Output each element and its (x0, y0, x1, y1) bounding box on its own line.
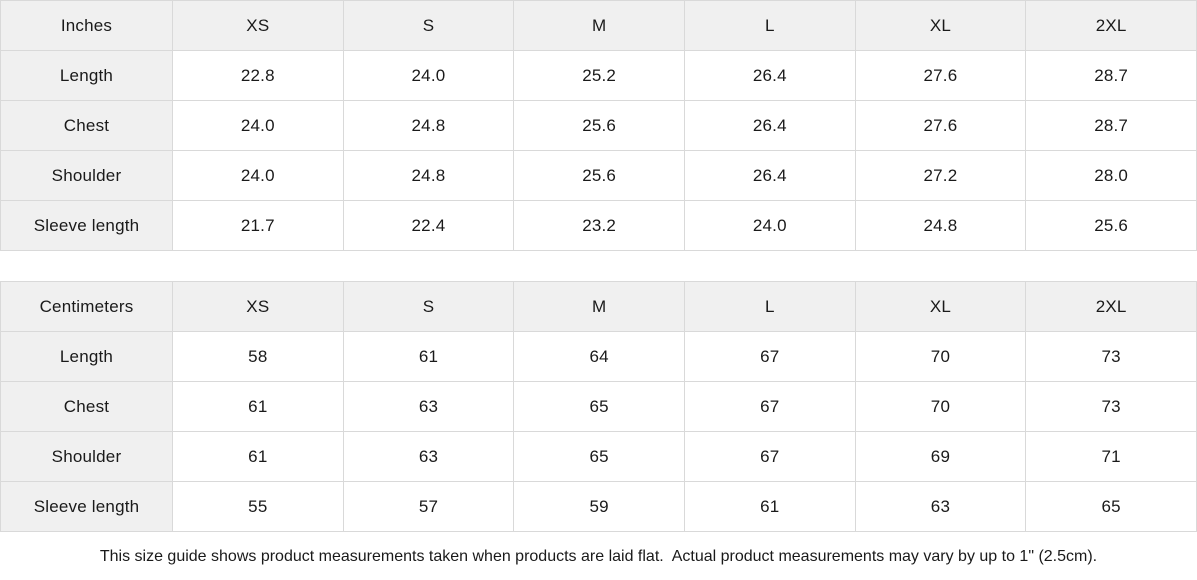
unit-header-cell: Inches (0, 0, 173, 51)
size-value-cell: 28.7 (1025, 50, 1197, 101)
size-value-cell: 69 (854, 431, 1027, 482)
row-label-cell: Chest (0, 381, 173, 432)
size-value-cell: 70 (854, 331, 1027, 382)
table-row: Sleeve length 55 57 59 61 63 65 (0, 481, 1197, 532)
table-row: Chest 24.0 24.8 25.6 26.4 27.6 28.7 (0, 100, 1197, 151)
size-column-header: XS (172, 0, 344, 51)
size-column-header: M (513, 0, 685, 51)
size-value-cell: 26.4 (683, 150, 856, 201)
table-row: Length 22.8 24.0 25.2 26.4 27.6 28.7 (0, 50, 1197, 101)
table-row: Shoulder 24.0 24.8 25.6 26.4 27.2 28.0 (0, 150, 1197, 201)
size-column-header: XL (854, 0, 1027, 51)
size-value-cell: 25.6 (513, 100, 685, 151)
size-value-cell: 65 (513, 381, 685, 432)
size-value-cell: 24.0 (342, 50, 515, 101)
size-value-cell: 21.7 (172, 200, 344, 251)
table-row: Length 58 61 64 67 70 73 (0, 331, 1197, 382)
size-value-cell: 55 (172, 481, 344, 532)
size-value-cell: 73 (1025, 381, 1197, 432)
size-value-cell: 73 (1025, 331, 1197, 382)
size-value-cell: 28.0 (1025, 150, 1197, 201)
size-value-cell: 64 (513, 331, 685, 382)
size-table-inches-container: Inches XS S M L XL 2XL Length 22.8 24.0 25.2 26.4 27… (0, 0, 1197, 251)
size-value-cell: 28.7 (1025, 100, 1197, 151)
size-value-cell: 25.6 (513, 150, 685, 201)
size-value-cell: 24.0 (683, 200, 856, 251)
row-label-cell: Length (0, 331, 173, 382)
header-row: Inches XS S M L XL 2XL (0, 0, 1197, 51)
size-value-cell: 27.6 (854, 50, 1027, 101)
size-value-cell: 63 (342, 431, 515, 482)
table-row: Shoulder 61 63 65 67 69 71 (0, 431, 1197, 482)
size-value-cell: 25.2 (513, 50, 685, 101)
size-value-cell: 24.8 (342, 100, 515, 151)
size-value-cell: 27.6 (854, 100, 1027, 151)
size-value-cell: 23.2 (513, 200, 685, 251)
size-value-cell: 63 (342, 381, 515, 432)
size-guide-note: This size guide shows product measuremen… (0, 532, 1197, 580)
size-value-cell: 70 (854, 381, 1027, 432)
size-value-cell: 24.0 (172, 100, 344, 151)
size-value-cell: 57 (342, 481, 515, 532)
size-column-header: 2XL (1025, 0, 1197, 51)
size-value-cell: 61 (342, 331, 515, 382)
size-value-cell: 63 (854, 481, 1027, 532)
size-value-cell: 61 (172, 431, 344, 482)
size-value-cell: 24.8 (854, 200, 1027, 251)
size-column-header: XS (172, 281, 344, 332)
size-value-cell: 24.0 (172, 150, 344, 201)
size-value-cell: 25.6 (1025, 200, 1197, 251)
size-value-cell: 67 (683, 381, 856, 432)
size-value-cell: 61 (172, 381, 344, 432)
size-value-cell: 22.8 (172, 50, 344, 101)
size-value-cell: 26.4 (683, 100, 856, 151)
size-value-cell: 71 (1025, 431, 1197, 482)
size-value-cell: 67 (683, 431, 856, 482)
row-label-cell: Sleeve length (0, 200, 173, 251)
table-gap (0, 251, 1197, 281)
size-column-header: 2XL (1025, 281, 1197, 332)
size-column-header: M (513, 281, 685, 332)
size-value-cell: 67 (683, 331, 856, 382)
size-value-cell: 27.2 (854, 150, 1027, 201)
row-label-cell: Shoulder (0, 150, 173, 201)
size-table-inches: Inches XS S M L XL 2XL Length 22.8 24.0 25.2 26.4 27… (0, 0, 1197, 251)
size-column-header: XL (854, 281, 1027, 332)
row-label-cell: Sleeve length (0, 481, 173, 532)
size-value-cell: 22.4 (342, 200, 515, 251)
size-value-cell: 65 (513, 431, 685, 482)
size-value-cell: 26.4 (683, 50, 856, 101)
size-value-cell: 61 (683, 481, 856, 532)
row-label-cell: Chest (0, 100, 173, 151)
size-column-header: S (342, 0, 515, 51)
size-value-cell: 59 (513, 481, 685, 532)
size-value-cell: 58 (172, 331, 344, 382)
header-row: Centimeters XS S M L XL 2XL (0, 281, 1197, 332)
size-table-centimeters-container: Centimeters XS S M L XL 2XL Length 58 61 64 67 70 73 C… (0, 281, 1197, 532)
row-label-cell: Length (0, 50, 173, 101)
size-value-cell: 24.8 (342, 150, 515, 201)
size-value-cell: 65 (1025, 481, 1197, 532)
size-column-header: L (683, 281, 856, 332)
row-label-cell: Shoulder (0, 431, 173, 482)
table-row: Sleeve length 21.7 22.4 23.2 24.0 24.8 25.6 (0, 200, 1197, 251)
size-table-centimeters: Centimeters XS S M L XL 2XL Length 58 61 64 67 70 73 C… (0, 281, 1197, 532)
size-column-header: S (342, 281, 515, 332)
table-row: Chest 61 63 65 67 70 73 (0, 381, 1197, 432)
unit-header-cell: Centimeters (0, 281, 173, 332)
size-column-header: L (683, 0, 856, 51)
